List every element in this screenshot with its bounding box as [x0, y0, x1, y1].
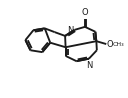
Text: O: O [82, 8, 88, 17]
Text: N: N [86, 61, 93, 70]
Text: O: O [107, 40, 113, 49]
Text: CH₃: CH₃ [113, 42, 124, 47]
Text: N: N [67, 26, 73, 35]
